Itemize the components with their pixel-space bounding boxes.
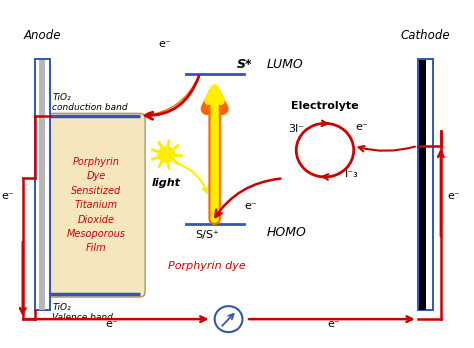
- Text: Cathode: Cathode: [400, 29, 450, 42]
- Text: e⁻: e⁻: [245, 201, 257, 212]
- FancyBboxPatch shape: [47, 113, 145, 297]
- Text: e⁻: e⁻: [159, 39, 172, 49]
- Text: e⁻: e⁻: [448, 191, 461, 201]
- Text: LUMO: LUMO: [267, 58, 304, 71]
- Bar: [418, 59, 432, 310]
- Bar: [38, 60, 45, 310]
- Bar: [419, 60, 427, 310]
- Text: e⁻: e⁻: [1, 191, 14, 201]
- Bar: [35, 59, 50, 310]
- Text: 3I⁻: 3I⁻: [288, 124, 304, 134]
- Text: Porphyrin dye: Porphyrin dye: [168, 261, 246, 271]
- Text: light: light: [152, 178, 181, 188]
- Text: HOMO: HOMO: [267, 226, 307, 239]
- Circle shape: [158, 147, 175, 162]
- Text: TiO₂
conduction band: TiO₂ conduction band: [53, 93, 128, 112]
- Text: TiO₂
Valence band: TiO₂ Valence band: [53, 303, 113, 322]
- Text: e⁻: e⁻: [356, 122, 368, 132]
- Text: e⁻: e⁻: [105, 319, 118, 329]
- Text: e⁻: e⁻: [328, 319, 341, 329]
- Text: S*: S*: [237, 58, 252, 71]
- Text: S/S⁺: S/S⁺: [195, 230, 219, 240]
- Text: Electrolyte: Electrolyte: [291, 101, 359, 111]
- Text: I⁻₃: I⁻₃: [345, 169, 359, 179]
- Text: Porphyrin
Dye
Sensitized
Titanium
Dioxide
Mesoporous
Film: Porphyrin Dye Sensitized Titanium Dioxid…: [66, 157, 126, 253]
- Text: Anode: Anode: [24, 29, 62, 42]
